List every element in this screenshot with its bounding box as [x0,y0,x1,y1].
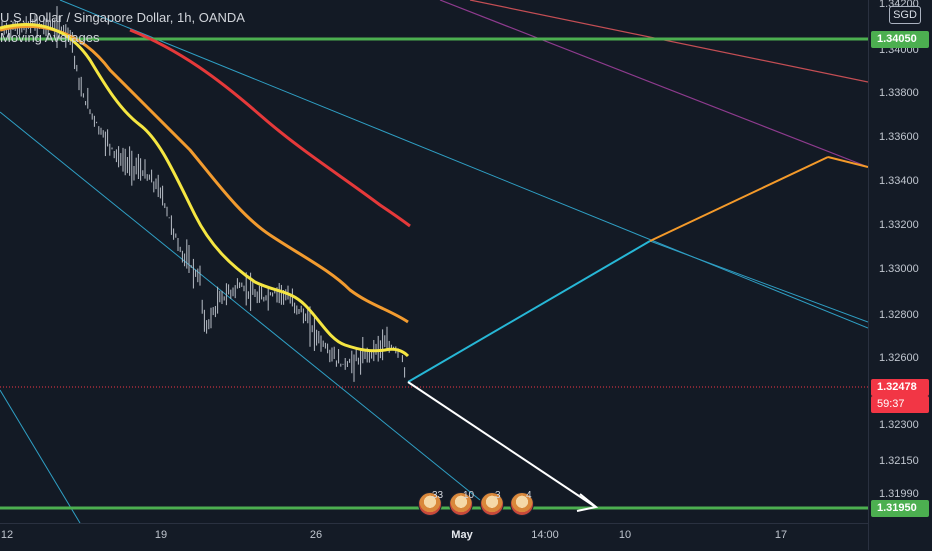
chart-canvas[interactable] [0,0,868,523]
price-tick: 1.32150 [879,455,919,467]
price-tick: 1.33000 [879,263,919,275]
current-price-badge: 1.32478 [871,379,929,396]
event-count: 3 [495,490,501,501]
price-tick: 1.33600 [879,131,919,143]
time-tick: May [451,529,473,541]
economic-event-icon[interactable] [480,492,504,516]
projection-orange [649,156,829,242]
projection-cyan-up [407,240,651,383]
blue-channel-lower [0,111,481,501]
price-tick: 1.33200 [879,219,919,231]
price-tick: 1.32800 [879,309,919,321]
ma-fast-line [0,23,410,358]
time-tick: 14:00 [531,529,559,541]
price-tick: 1.32600 [879,352,919,364]
ma-mid-line [0,24,409,324]
level-bottom-badge: 1.31950 [871,500,929,517]
level-top-badge: 1.34050 [871,31,929,48]
economic-event-icon[interactable] [418,492,442,516]
time-tick: 12 [0,529,14,541]
time-tick: 26 [309,529,323,541]
price-tick: 1.34200 [879,0,919,10]
economic-event-icon[interactable] [449,492,473,516]
price-axis[interactable]: 1.34200 1.34000 1.33800 1.33600 1.33400 … [868,0,932,550]
event-count: 10 [463,490,475,501]
price-tick: 1.31990 [879,488,919,500]
red-trendline [469,0,868,83]
ma-slow-line [129,28,411,228]
blue-trendline-upper [59,0,868,329]
purple-trendline [439,0,868,168]
event-count: 33 [432,490,444,501]
time-tick: 17 [774,529,788,541]
event-count: 4 [526,490,532,501]
time-axis[interactable]: 12 19 26 May 14:00 10 17 [0,523,868,551]
teal-line-left [0,389,81,523]
time-tick: 10 [618,529,632,541]
chart-legend: U.S. Dollar / Singapore Dollar, 1h, OAND… [0,8,245,48]
currency-badge[interactable]: SGD [889,6,921,24]
projection-white-down [407,381,595,507]
candlestick-series [1,6,406,382]
projection-arrow-head [576,493,599,512]
projection-orange-tail [827,156,868,168]
price-tick: 1.32300 [879,419,919,431]
chart-area[interactable]: U.S. Dollar / Singapore Dollar, 1h, OAND… [0,0,868,523]
symbol-title[interactable]: U.S. Dollar / Singapore Dollar, 1h, OAND… [0,10,245,25]
economic-event-icon[interactable] [510,492,534,516]
price-tick: 1.33800 [879,87,919,99]
time-tick: 19 [154,529,168,541]
blue-trendline-upper-2 [649,240,868,323]
price-tick: 1.33400 [879,175,919,187]
indicator-label[interactable]: Moving Averages [0,30,100,45]
countdown-badge: 59:37 [871,396,929,413]
